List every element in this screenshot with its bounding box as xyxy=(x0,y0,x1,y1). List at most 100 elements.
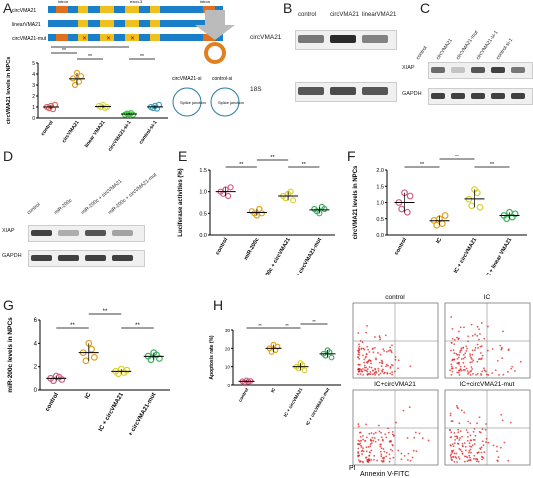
flow-event xyxy=(471,361,473,363)
flow-event xyxy=(467,420,470,423)
flow-event xyxy=(449,414,452,417)
flow-event xyxy=(369,443,372,446)
flow-event xyxy=(460,450,463,453)
blot-band xyxy=(511,66,525,73)
significance-label: ** xyxy=(135,323,140,329)
flow-event xyxy=(476,360,479,363)
construct-row-1 xyxy=(48,6,223,13)
flow-event xyxy=(479,352,482,354)
flow-event xyxy=(366,345,369,348)
flow-event xyxy=(378,373,380,376)
flow-event xyxy=(359,373,362,375)
flow-event xyxy=(357,353,360,355)
flow-event xyxy=(469,448,472,451)
y-tick-label: 1.0 xyxy=(199,190,207,196)
flow-event xyxy=(451,450,454,453)
data-point xyxy=(468,202,476,210)
flow-event xyxy=(449,454,452,457)
data-point xyxy=(321,205,328,213)
flow-event xyxy=(363,364,366,367)
flow-event xyxy=(466,435,469,438)
flow-event xyxy=(472,430,475,433)
flow-event xyxy=(494,369,497,372)
flow-event xyxy=(450,367,453,370)
blot-band xyxy=(58,254,79,261)
flow-event xyxy=(477,460,480,463)
flow-event xyxy=(458,439,461,441)
flow-event xyxy=(359,435,362,438)
flow-event xyxy=(379,353,382,356)
flow-event xyxy=(471,353,474,356)
y-tick-label: 6 xyxy=(34,318,38,324)
category-label: miR-200c xyxy=(243,237,260,261)
flow-event xyxy=(450,316,453,318)
flow-event xyxy=(454,435,456,438)
data-point xyxy=(90,353,98,361)
flow-event xyxy=(454,456,457,458)
significance-label: ** xyxy=(490,162,495,168)
panel-label-g: G xyxy=(3,297,14,313)
flow-event xyxy=(414,431,417,434)
flow-event xyxy=(378,335,381,338)
flow-event xyxy=(369,373,372,376)
data-point xyxy=(88,345,95,353)
flow-event xyxy=(507,370,509,373)
flow-event xyxy=(457,442,460,445)
blot-row-label: GAPDH xyxy=(402,90,422,97)
flow-event xyxy=(365,436,368,439)
flow-event xyxy=(502,373,505,376)
flow-event xyxy=(358,345,361,348)
category-label: control xyxy=(394,237,409,257)
flow-event xyxy=(400,458,403,461)
flow-event xyxy=(479,333,481,335)
category-label: IC + circVMA21 xyxy=(98,391,125,432)
flow-event xyxy=(384,334,387,337)
flow-event xyxy=(372,439,375,442)
flow-event xyxy=(478,430,481,433)
flow-event xyxy=(481,440,484,443)
flow-title: control xyxy=(385,294,405,301)
blot-band xyxy=(298,87,324,95)
flow-event xyxy=(362,354,364,357)
flow-event xyxy=(379,450,382,453)
flow-event xyxy=(380,447,383,450)
blot-row-label: XIAP xyxy=(2,227,15,234)
construct-diagram: circVMA21 linearVMA21 circVMA21-mut intr… xyxy=(12,0,223,42)
flow-event xyxy=(455,404,458,407)
flow-event xyxy=(480,373,482,375)
flow-event xyxy=(492,444,495,447)
flow-event xyxy=(374,367,376,370)
flow-event xyxy=(450,349,452,352)
flow-event xyxy=(474,349,476,352)
flow-event xyxy=(397,359,400,362)
flow-event xyxy=(470,445,473,448)
flow-event xyxy=(483,369,486,372)
significance-label: ** xyxy=(312,320,316,324)
flow-event xyxy=(466,370,469,372)
flow-event xyxy=(479,448,482,450)
flow-event xyxy=(368,366,371,368)
flow-event xyxy=(359,340,362,342)
flow-event xyxy=(362,450,365,453)
flow-event xyxy=(453,358,456,361)
flow-event xyxy=(461,442,464,445)
flow-event xyxy=(462,445,464,448)
flow-event xyxy=(467,373,469,375)
flow-event xyxy=(469,370,472,373)
flow-event xyxy=(375,358,377,361)
flow-event xyxy=(380,455,383,458)
flow-event xyxy=(360,439,363,442)
flow-event xyxy=(450,365,453,368)
blot-band xyxy=(431,66,445,73)
lane-label: control xyxy=(415,45,429,61)
flow-event xyxy=(459,437,461,439)
flow-event xyxy=(472,438,475,441)
flow-event xyxy=(456,371,459,374)
flow-event xyxy=(471,358,473,360)
panel-label-b: B xyxy=(283,0,293,16)
data-point xyxy=(290,197,297,204)
y-axis-label: circVMA21 levels in NPCs xyxy=(6,57,12,125)
flow-event xyxy=(384,433,387,436)
flow-event xyxy=(368,432,371,435)
y-tick-label: 2.0 xyxy=(376,168,384,174)
